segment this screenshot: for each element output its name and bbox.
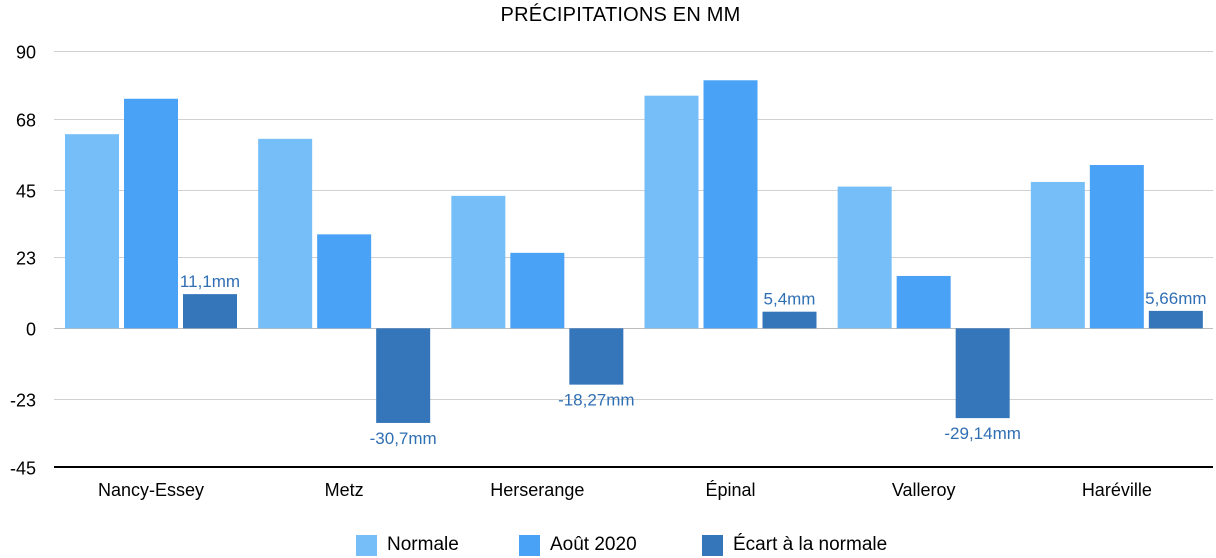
legend-swatch-aout-2020 [519,534,540,556]
bar-aout-2020 [703,80,758,329]
legend-swatch-normale [356,534,377,556]
y-axis-ticks: 90 68 45 23 0 -23 -45 [10,43,36,479]
bar-normale [451,195,506,329]
data-label: -30,7mm [370,429,437,448]
x-tick-label: Nancy-Essey [98,480,204,500]
bar-ecart [569,328,624,385]
bar-aout-2020 [510,252,565,329]
bar-aout-2020 [1089,165,1144,329]
data-label: -18,27mm [558,391,635,410]
legend-label-aout-2020: Août 2020 [550,534,637,555]
y-tick-label: -45 [10,459,36,479]
y-tick-label: 90 [16,43,36,63]
legend-item-normale: Normale [356,534,459,556]
x-tick-label: Haréville [1082,480,1152,500]
chart-title: PRÉCIPITATIONS EN MM [500,4,741,26]
legend: Normale Août 2020 Écart à la normale [0,534,1216,556]
x-axis-ticks: Nancy-Essey Metz Herserange Épinal Valleroy H… [98,480,1152,500]
bar-aout-2020 [317,234,372,329]
data-label: 11,1mm [180,272,240,291]
grid-lines [54,51,1213,400]
bars [65,80,1203,423]
bar-normale [65,134,119,329]
data-label: 5,4mm [764,290,816,309]
x-tick-label: Valleroy [892,480,956,500]
legend-swatch-ecart [702,534,723,556]
bar-ecart [376,328,431,423]
y-tick-label: 45 [16,182,36,202]
legend-item-ecart: Écart à la normale [702,534,887,556]
bar-normale [1030,181,1085,329]
x-tick-label: Épinal [705,480,755,500]
bar-aout-2020 [124,98,178,329]
x-tick-label: Metz [325,480,364,500]
x-tick-label: Herserange [490,480,584,500]
legend-item-aout-2020: Août 2020 [519,534,637,556]
data-labels: 11,1mm -30,7mm -18,27mm 5,4mm -29,14mm 5,66mm [180,272,1207,448]
bar-ecart [955,328,1010,419]
data-label: -29,14mm [944,424,1021,443]
bar-normale [258,138,313,329]
y-tick-label: -23 [10,391,36,411]
legend-label-ecart: Écart à la normale [733,534,888,555]
bar-normale [644,95,699,329]
bar-ecart [762,311,817,329]
bar-ecart [1148,310,1203,329]
bar-normale [837,186,892,329]
data-label: 5,66mm [1145,289,1206,308]
bar-aout-2020 [896,275,951,329]
bar-chart: 90 68 45 23 0 -23 -45 11,1mm -30,7mm -18,27mm 5,4… [10,43,1213,500]
y-tick-label: 23 [16,249,36,269]
y-tick-label: 68 [16,111,36,131]
bar-ecart [183,294,237,329]
y-tick-label: 0 [26,320,36,340]
legend-label-normale: Normale [387,534,459,555]
